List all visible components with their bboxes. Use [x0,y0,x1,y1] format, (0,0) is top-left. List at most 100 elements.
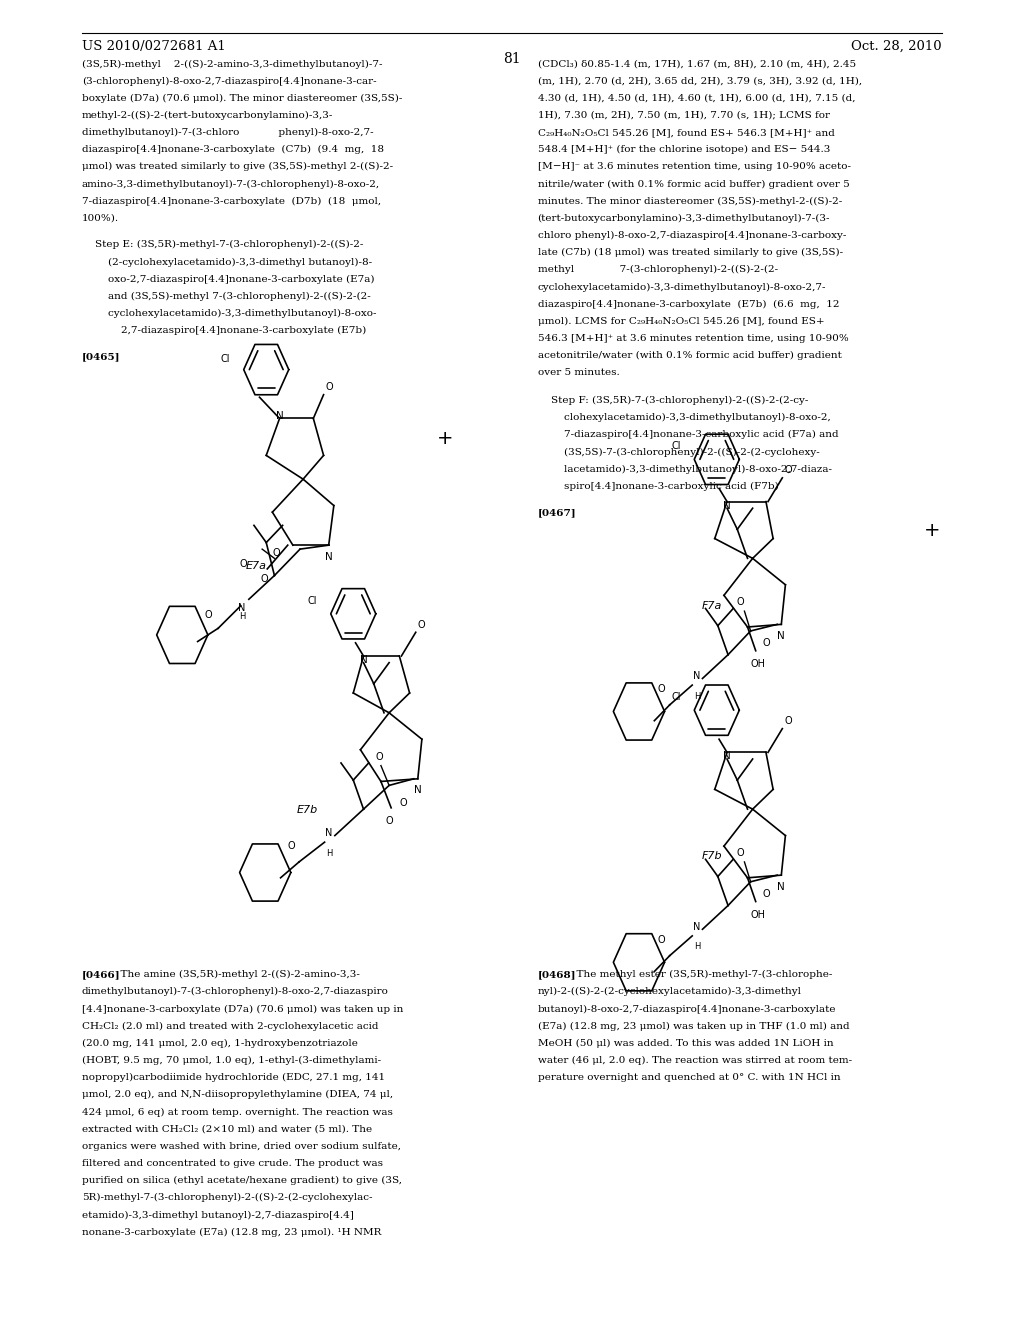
Text: (tert-butoxycarbonylamino)-3,3-dimethylbutanoyl)-7-(3-: (tert-butoxycarbonylamino)-3,3-dimethylb… [538,214,830,223]
Text: diazaspiro[4.4]nonane-3-carboxylate  (C7b)  (9.4  mg,  18: diazaspiro[4.4]nonane-3-carboxylate (C7b… [82,145,384,154]
Text: US 2010/0272681 A1: US 2010/0272681 A1 [82,40,225,53]
Text: (m, 1H), 2.70 (d, 2H), 3.65 dd, 2H), 3.79 (s, 3H), 3.92 (d, 1H),: (m, 1H), 2.70 (d, 2H), 3.65 dd, 2H), 3.7… [538,77,862,86]
Text: μmol). LCMS for C₂₉H₄₀N₂O₅Cl 545.26 [M], found ES+: μmol). LCMS for C₂₉H₄₀N₂O₅Cl 545.26 [M],… [538,317,824,326]
Text: nonane-3-carboxylate (E7a) (12.8 mg, 23 μmol). ¹H NMR: nonane-3-carboxylate (E7a) (12.8 mg, 23 … [82,1228,381,1237]
Text: 5R)-methyl-7-(3-chlorophenyl)-2-((S)-2-(2-cyclohexylac-: 5R)-methyl-7-(3-chlorophenyl)-2-((S)-2-(… [82,1193,373,1203]
Text: O: O [763,888,770,899]
Text: The methyl ester (3S,5R)-methyl-7-(3-chlorophe-: The methyl ester (3S,5R)-methyl-7-(3-chl… [569,970,831,979]
Text: E7b: E7b [297,805,317,816]
Text: +: + [437,429,454,447]
Text: O: O [784,465,792,475]
Text: N: N [723,751,731,762]
Text: extracted with CH₂Cl₂ (2×10 ml) and water (5 ml). The: extracted with CH₂Cl₂ (2×10 ml) and wate… [82,1125,372,1134]
Text: boxylate (D7a) (70.6 μmol). The minor diastereomer (3S,5S)-: boxylate (D7a) (70.6 μmol). The minor di… [82,94,402,103]
Text: chloro phenyl)-8-oxo-2,7-diazaspiro[4.4]nonane-3-carboxy-: chloro phenyl)-8-oxo-2,7-diazaspiro[4.4]… [538,231,846,240]
Text: methyl-2-((S)-2-(tert-butoxycarbonylamino)-3,3-: methyl-2-((S)-2-(tert-butoxycarbonylamin… [82,111,333,120]
Text: μmol, 2.0 eq), and N,N-diisopropylethylamine (DIEA, 74 μl,: μmol, 2.0 eq), and N,N-diisopropylethyla… [82,1090,393,1100]
Text: [M−H]⁻ at 3.6 minutes retention time, using 10-90% aceto-: [M−H]⁻ at 3.6 minutes retention time, us… [538,162,851,172]
Text: butanoyl)-8-oxo-2,7-diazaspiro[4.4]nonane-3-carboxylate: butanoyl)-8-oxo-2,7-diazaspiro[4.4]nonan… [538,1005,837,1014]
Text: O: O [326,381,333,392]
Text: nopropyl)carbodiimide hydrochloride (EDC, 27.1 mg, 141: nopropyl)carbodiimide hydrochloride (EDC… [82,1073,385,1082]
Text: C₂₉H₄₀N₂O₅Cl 545.26 [M], found ES+ 546.3 [M+H]⁺ and: C₂₉H₄₀N₂O₅Cl 545.26 [M], found ES+ 546.3… [538,128,835,137]
Text: 7-diazaspiro[4.4]nonane-3-carboxylate  (D7b)  (18  μmol,: 7-diazaspiro[4.4]nonane-3-carboxylate (D… [82,197,381,206]
Text: +: + [924,521,940,540]
Text: F7a: F7a [701,601,722,611]
Text: 2,7-diazaspiro[4.4]nonane-3-carboxylate (E7b): 2,7-diazaspiro[4.4]nonane-3-carboxylate … [82,326,367,335]
Text: 424 μmol, 6 eq) at room temp. overnight. The reaction was: 424 μmol, 6 eq) at room temp. overnight.… [82,1107,393,1117]
Text: O: O [784,715,792,726]
Text: and (3S,5S)-methyl 7-(3-chlorophenyl)-2-((S)-2-(2-: and (3S,5S)-methyl 7-(3-chlorophenyl)-2-… [82,292,371,301]
Text: cyclohexylacetamido)-3,3-dimethylbutanoyl)-8-oxo-: cyclohexylacetamido)-3,3-dimethylbutanoy… [82,309,377,318]
Text: clohexylacetamido)-3,3-dimethylbutanoyl)-8-oxo-2,: clohexylacetamido)-3,3-dimethylbutanoyl)… [538,413,830,422]
Text: (3S,5R)-methyl    2-((S)-2-amino-3,3-dimethylbutanoyl)-7-: (3S,5R)-methyl 2-((S)-2-amino-3,3-dimeth… [82,59,382,69]
Text: Cl: Cl [308,595,317,606]
Text: oxo-2,7-diazaspiro[4.4]nonane-3-carboxylate (E7a): oxo-2,7-diazaspiro[4.4]nonane-3-carboxyl… [82,275,375,284]
Text: μmol) was treated similarly to give (3S,5S)-methyl 2-((S)-2-: μmol) was treated similarly to give (3S,… [82,162,393,172]
Text: Cl: Cl [672,692,681,702]
Text: 100%).: 100%). [82,214,119,223]
Text: (HOBT, 9.5 mg, 70 μmol, 1.0 eq), 1-ethyl-(3-dimethylami-: (HOBT, 9.5 mg, 70 μmol, 1.0 eq), 1-ethyl… [82,1056,381,1065]
Text: 546.3 [M+H]⁺ at 3.6 minutes retention time, using 10-90%: 546.3 [M+H]⁺ at 3.6 minutes retention ti… [538,334,848,343]
Text: N: N [239,603,246,614]
Text: water (46 μl, 2.0 eq). The reaction was stirred at room tem-: water (46 μl, 2.0 eq). The reaction was … [538,1056,852,1065]
Text: (3-chlorophenyl)-8-oxo-2,7-diazaspiro[4.4]nonane-3-car-: (3-chlorophenyl)-8-oxo-2,7-diazaspiro[4.… [82,77,377,86]
Text: O: O [763,638,770,648]
Text: E7a: E7a [246,561,266,572]
Text: dimethylbutanoyl)-7-(3-chlorophenyl)-8-oxo-2,7-diazaspiro: dimethylbutanoyl)-7-(3-chlorophenyl)-8-o… [82,987,389,997]
Text: H: H [327,849,333,858]
Text: cyclohexylacetamido)-3,3-dimethylbutanoyl)-8-oxo-2,7-: cyclohexylacetamido)-3,3-dimethylbutanoy… [538,282,826,292]
Text: (2-cyclohexylacetamido)-3,3-dimethyl butanoyl)-8-: (2-cyclohexylacetamido)-3,3-dimethyl but… [82,257,372,267]
Text: H: H [694,692,700,701]
Text: nyl)-2-((S)-2-(2-cyclohexylacetamido)-3,3-dimethyl: nyl)-2-((S)-2-(2-cyclohexylacetamido)-3,… [538,987,802,997]
Text: 548.4 [M+H]⁺ (for the chlorine isotope) and ES− 544.3: 548.4 [M+H]⁺ (for the chlorine isotope) … [538,145,830,154]
Text: N: N [693,671,700,681]
Text: purified on silica (ethyl acetate/hexane gradient) to give (3S,: purified on silica (ethyl acetate/hexane… [82,1176,401,1185]
Text: N: N [359,655,368,665]
Text: OH: OH [751,659,766,669]
Text: methyl              7-(3-chlorophenyl)-2-((S)-2-(2-: methyl 7-(3-chlorophenyl)-2-((S)-2-(2- [538,265,777,275]
Text: (3S,5S)-7-(3-chlorophenyl)-2-((S)-2-(2-cyclohexy-: (3S,5S)-7-(3-chlorophenyl)-2-((S)-2-(2-c… [538,447,819,457]
Text: [0465]: [0465] [82,352,121,362]
Text: nitrile/water (with 0.1% formic acid buffer) gradient over 5: nitrile/water (with 0.1% formic acid buf… [538,180,849,189]
Text: [4.4]nonane-3-carboxylate (D7a) (70.6 μmol) was taken up in: [4.4]nonane-3-carboxylate (D7a) (70.6 μm… [82,1005,403,1014]
Text: lacetamido)-3,3-dimethylbutanoyl)-8-oxo-2,7-diaza-: lacetamido)-3,3-dimethylbutanoyl)-8-oxo-… [538,465,831,474]
Text: [0466]: [0466] [82,970,121,979]
Text: diazaspiro[4.4]nonane-3-carboxylate  (E7b)  (6.6  mg,  12: diazaspiro[4.4]nonane-3-carboxylate (E7b… [538,300,839,309]
Text: MeOH (50 μl) was added. To this was added 1N LiOH in: MeOH (50 μl) was added. To this was adde… [538,1039,834,1048]
Text: O: O [399,797,407,808]
Text: amino-3,3-dimethylbutanoyl)-7-(3-chlorophenyl)-8-oxo-2,: amino-3,3-dimethylbutanoyl)-7-(3-chlorop… [82,180,380,189]
Text: etamido)-3,3-dimethyl butanoyl)-2,7-diazaspiro[4.4]: etamido)-3,3-dimethyl butanoyl)-2,7-diaz… [82,1210,354,1220]
Text: Cl: Cl [221,354,230,364]
Text: O: O [658,684,666,694]
Text: O: O [288,841,295,851]
Text: CH₂Cl₂ (2.0 ml) and treated with 2-cyclohexylacetic acid: CH₂Cl₂ (2.0 ml) and treated with 2-cyclo… [82,1022,379,1031]
Text: late (C7b) (18 μmol) was treated similarly to give (3S,5S)-: late (C7b) (18 μmol) was treated similar… [538,248,843,257]
Text: N: N [414,785,422,796]
Text: [0467]: [0467] [538,508,577,517]
Text: O: O [658,935,666,945]
Text: O: O [205,610,212,620]
Text: N: N [325,552,333,562]
Text: 81: 81 [503,53,521,66]
Text: Step E: (3S,5R)-methyl-7-(3-chlorophenyl)-2-((S)-2-: Step E: (3S,5R)-methyl-7-(3-chlorophenyl… [82,240,364,249]
Text: N: N [777,631,785,642]
Text: N: N [693,921,700,932]
Text: spiro[4.4]nonane-3-carboxylic acid (F7b): spiro[4.4]nonane-3-carboxylic acid (F7b) [538,482,778,491]
Text: H: H [694,942,700,952]
Text: F7b: F7b [701,851,722,862]
Text: Oct. 28, 2010: Oct. 28, 2010 [851,40,942,53]
Text: minutes. The minor diastereomer (3S,5S)-methyl-2-((S)-2-: minutes. The minor diastereomer (3S,5S)-… [538,197,842,206]
Text: N: N [275,411,284,421]
Text: (CDCl₃) δ0.85-1.4 (m, 17H), 1.67 (m, 8H), 2.10 (m, 4H), 2.45: (CDCl₃) δ0.85-1.4 (m, 17H), 1.67 (m, 8H)… [538,59,856,69]
Text: acetonitrile/water (with 0.1% formic acid buffer) gradient: acetonitrile/water (with 0.1% formic aci… [538,351,842,360]
Text: O: O [375,751,383,762]
Text: O: O [385,816,392,826]
Text: The amine (3S,5R)-methyl 2-((S)-2-amino-3,3-: The amine (3S,5R)-methyl 2-((S)-2-amino-… [114,970,359,979]
Text: 7-diazaspiro[4.4]nonane-3-carboxylic acid (F7a) and: 7-diazaspiro[4.4]nonane-3-carboxylic aci… [538,430,839,440]
Text: N: N [723,500,731,511]
Text: OH: OH [751,909,766,920]
Text: organics were washed with brine, dried over sodium sulfate,: organics were washed with brine, dried o… [82,1142,401,1151]
Text: 4.30 (d, 1H), 4.50 (d, 1H), 4.60 (t, 1H), 6.00 (d, 1H), 7.15 (d,: 4.30 (d, 1H), 4.50 (d, 1H), 4.60 (t, 1H)… [538,94,855,103]
Text: over 5 minutes.: over 5 minutes. [538,368,620,378]
Text: Cl: Cl [672,441,681,451]
